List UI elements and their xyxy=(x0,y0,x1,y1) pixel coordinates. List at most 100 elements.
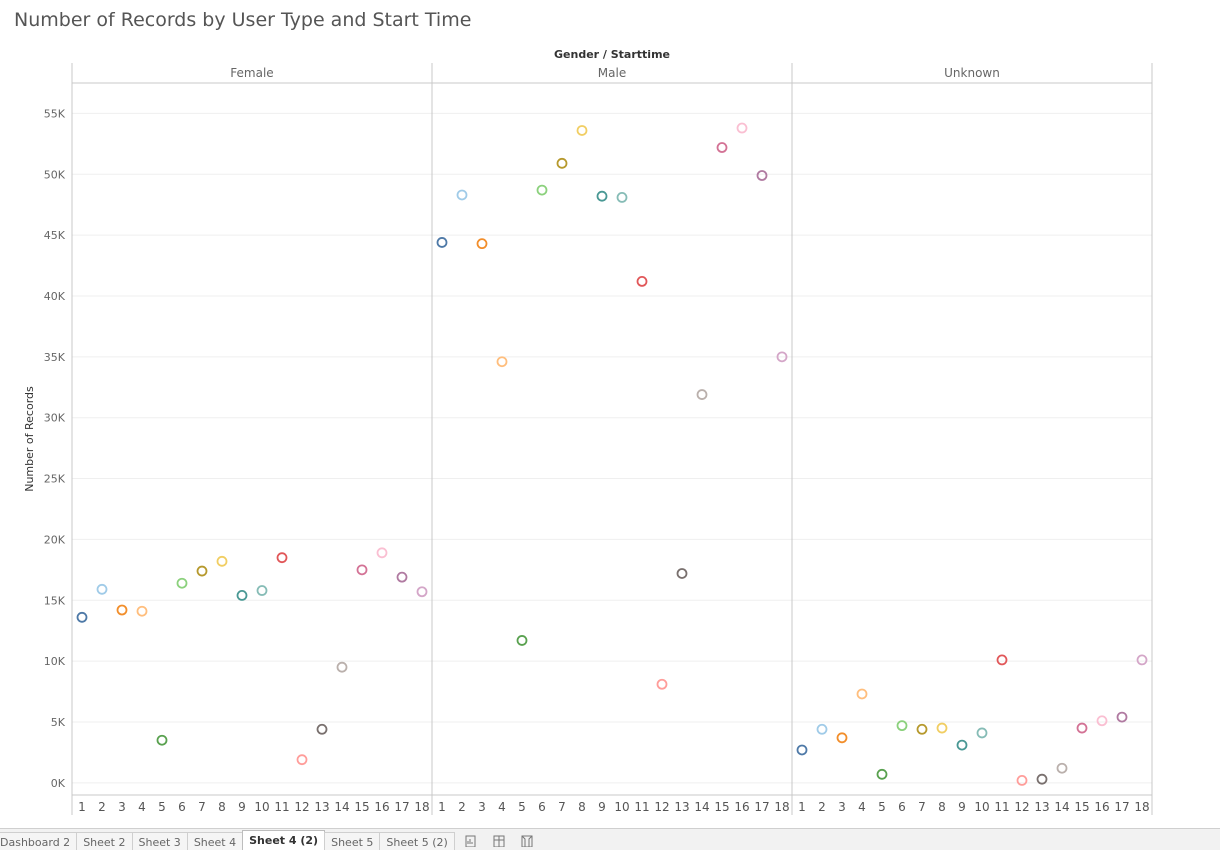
data-point-male-17 xyxy=(756,170,768,181)
data-point-male-8 xyxy=(576,125,588,136)
x-tick-label: 1 xyxy=(438,800,446,814)
x-tick-label: 3 xyxy=(478,800,486,814)
data-point-female-1 xyxy=(76,611,88,623)
x-tick-label: 14 xyxy=(694,800,709,814)
sheet-tab[interactable]: Dashboard 2 xyxy=(0,832,78,850)
y-tick-label: 40K xyxy=(44,290,66,303)
data-point-male-16 xyxy=(736,122,748,134)
data-point-unknown-9 xyxy=(956,739,968,751)
data-point-female-13 xyxy=(316,723,328,735)
sheet-tab[interactable]: Sheet 4 (2) xyxy=(242,830,326,850)
worksheet-view: Number of Records by User Type and Start… xyxy=(14,9,1153,815)
x-tick-label: 5 xyxy=(878,800,886,814)
x-tick-label: 12 xyxy=(1014,800,1029,814)
data-point-female-3 xyxy=(116,604,128,616)
y-axis-title: Number of Records xyxy=(23,386,36,492)
x-tick-label: 1 xyxy=(798,800,806,814)
data-point-male-6 xyxy=(536,184,548,196)
sheet-tab[interactable]: Sheet 4 xyxy=(186,832,244,850)
y-tick-label: 50K xyxy=(44,168,66,181)
y-tick-label: 45K xyxy=(44,229,66,242)
sheet-tab[interactable]: Sheet 5 (2) xyxy=(379,832,455,850)
y-tick-label: 10K xyxy=(44,655,66,668)
data-point-female-5 xyxy=(156,734,168,746)
x-tick-label: 9 xyxy=(598,800,606,814)
data-point-female-10 xyxy=(256,585,268,596)
x-tick-label: 2 xyxy=(458,800,466,814)
column-header-title: Gender / Starttime xyxy=(554,48,670,61)
data-point-female-2 xyxy=(96,583,108,595)
sheet-tab-bar: Dashboard 2 Sheet 2 Sheet 3 Sheet 4 Sheet 4 … xyxy=(0,828,1220,850)
x-tick-label: 10 xyxy=(614,800,629,814)
x-tick-label: 13 xyxy=(674,800,689,814)
data-point-female-12 xyxy=(296,754,308,766)
y-tick-label: 15K xyxy=(44,594,66,607)
x-tick-label: 7 xyxy=(558,800,566,814)
data-point-male-2 xyxy=(456,189,468,201)
x-tick-label: 13 xyxy=(314,800,329,814)
data-point-female-6 xyxy=(176,577,188,589)
x-tick-label: 16 xyxy=(374,800,389,814)
x-tick-label: 16 xyxy=(1094,800,1109,814)
data-point-unknown-1 xyxy=(796,744,808,756)
data-point-unknown-14 xyxy=(1056,762,1068,774)
data-point-male-10 xyxy=(616,192,628,203)
data-point-unknown-4 xyxy=(856,688,868,700)
sheet-tab[interactable]: Sheet 3 xyxy=(131,832,188,850)
x-tick-label: 17 xyxy=(754,800,769,814)
x-tick-label: 13 xyxy=(1034,800,1049,814)
data-point-male-18 xyxy=(776,351,788,363)
x-tick-label: 15 xyxy=(354,800,369,814)
data-point-female-17 xyxy=(396,571,408,583)
x-tick-label: 8 xyxy=(938,800,946,814)
data-point-male-5 xyxy=(516,635,528,646)
x-tick-label: 4 xyxy=(858,800,866,814)
data-point-unknown-15 xyxy=(1076,722,1088,734)
x-tick-label: 2 xyxy=(98,800,106,814)
x-tick-label: 6 xyxy=(178,800,186,814)
x-tick-label: 1 xyxy=(78,800,86,814)
data-point-female-9 xyxy=(236,589,248,601)
x-tick-label: 3 xyxy=(118,800,126,814)
x-tick-label: 7 xyxy=(198,800,206,814)
data-point-male-13 xyxy=(676,568,688,579)
x-tick-label: 15 xyxy=(1074,800,1089,814)
data-point-unknown-2 xyxy=(816,723,828,735)
x-tick-label: 7 xyxy=(918,800,926,814)
x-tick-label: 18 xyxy=(774,800,789,814)
data-point-female-8 xyxy=(216,555,228,567)
chart-title: Number of Records by User Type and Start… xyxy=(14,9,472,31)
y-tick-label: 5K xyxy=(51,716,66,729)
x-tick-label: 11 xyxy=(634,800,649,814)
data-point-unknown-11 xyxy=(996,654,1008,666)
data-point-unknown-18 xyxy=(1136,654,1148,666)
x-tick-label: 8 xyxy=(578,800,586,814)
x-tick-label: 6 xyxy=(538,800,546,814)
data-point-male-7 xyxy=(556,157,568,169)
x-tick-label: 11 xyxy=(274,800,289,814)
new-dashboard-icon[interactable] xyxy=(487,833,511,850)
sheet-tab[interactable]: Sheet 5 xyxy=(324,832,381,850)
data-point-unknown-12 xyxy=(1016,774,1028,786)
pane-header-female: Female xyxy=(230,66,273,80)
x-tick-label: 18 xyxy=(414,800,429,814)
data-point-unknown-6 xyxy=(896,720,908,732)
new-worksheet-icon[interactable] xyxy=(459,833,483,850)
data-point-female-7 xyxy=(196,565,208,577)
data-point-male-15 xyxy=(716,142,728,153)
x-tick-label: 18 xyxy=(1134,800,1149,814)
data-point-male-14 xyxy=(696,389,708,400)
scatter-chart: 0K 5K 10K 15K 20K 25K 30K 35K 40K 45K 50K 55K Number… xyxy=(23,48,1153,815)
data-point-male-4 xyxy=(496,356,508,368)
data-point-unknown-3 xyxy=(836,732,848,744)
data-point-female-18 xyxy=(416,586,428,598)
new-story-icon[interactable] xyxy=(515,833,539,850)
y-tick-label: 30K xyxy=(44,412,66,425)
x-tick-label: 14 xyxy=(1054,800,1069,814)
x-tick-label: 11 xyxy=(994,800,1009,814)
y-tick-label: 25K xyxy=(44,473,66,486)
data-point-male-9 xyxy=(596,190,608,202)
sheet-tab[interactable]: Sheet 2 xyxy=(76,832,133,850)
data-point-male-1 xyxy=(436,237,448,248)
data-point-male-11 xyxy=(636,275,648,287)
